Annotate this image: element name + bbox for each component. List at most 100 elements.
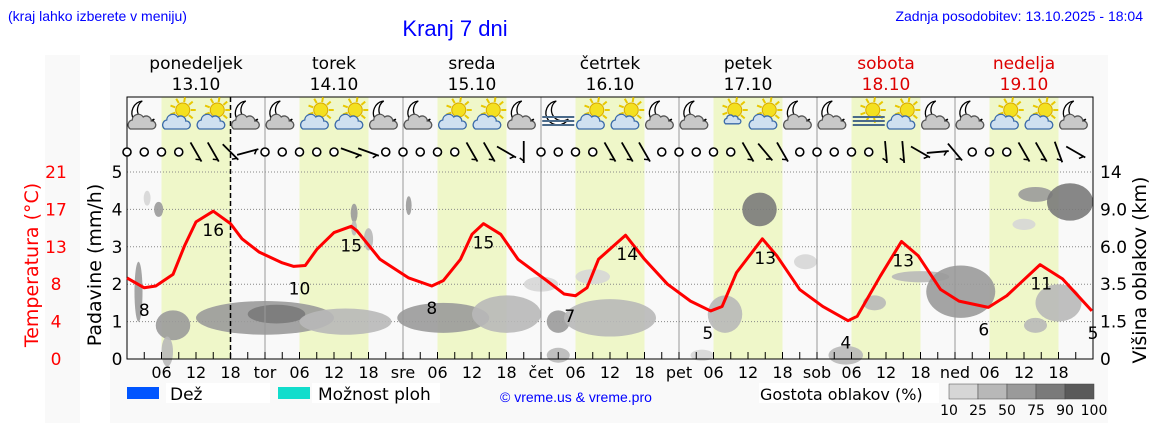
sun-ray: [480, 104, 487, 109]
sun-shape: [899, 102, 915, 118]
cloud-height-axis-title: Višina oblakov (km): [1129, 177, 1151, 364]
sun-shape: [175, 102, 191, 118]
cloud-blob: [1012, 218, 1036, 230]
cloud-blob: [926, 265, 996, 318]
day-date: 13.10: [172, 75, 221, 95]
cloud-height-tick-label: 6.0: [1100, 238, 1127, 258]
sun-cloud-icon: [1024, 97, 1059, 130]
barb-staff: [757, 142, 774, 162]
temp-tick-label: 21: [45, 163, 67, 183]
barb-tick: [1023, 158, 1029, 161]
hour-label: 18: [220, 363, 240, 382]
moon-cloud-icon: [817, 100, 847, 130]
hour-label: 06: [841, 363, 861, 382]
temperature-label: 8: [426, 299, 437, 319]
hour-label: 06: [703, 363, 723, 382]
sun-ray: [740, 100, 746, 106]
cloud-shape: [921, 113, 950, 130]
sun-ray: [493, 97, 497, 103]
density-tick-label: 100: [1081, 403, 1108, 419]
hour-label: 12: [1014, 363, 1034, 382]
precipitation-axis-title: Padavine (mm/h): [84, 184, 106, 347]
sun-cloud-icon: [748, 97, 783, 130]
density-swatch: [1006, 383, 1037, 400]
calm-wind-icon: [846, 147, 857, 157]
wind-barb-icon: [947, 142, 963, 162]
cloud-shape: [334, 113, 364, 130]
cloud-shape: [300, 113, 329, 130]
cloud-shape: [162, 113, 191, 130]
sun-ray: [1050, 114, 1056, 120]
barb-staff: [496, 145, 517, 159]
sun-cloud-icon: [334, 97, 369, 130]
wind-barb-icon: [926, 150, 949, 156]
cloud-shape: [127, 113, 157, 130]
hour-label: 06: [427, 363, 447, 382]
barb-staff: [910, 145, 931, 159]
density-swatch: [977, 383, 1008, 400]
calm-wind-icon: [398, 147, 408, 157]
sun-cloud-icon: [472, 97, 507, 130]
cloud-height-tick-label: 0: [1100, 350, 1111, 370]
sun-ray: [326, 100, 332, 106]
wind-barb-icon: [1053, 141, 1064, 163]
sun-ray: [175, 98, 180, 104]
temperature-label: 5: [702, 324, 713, 344]
sun-ray: [761, 98, 767, 104]
cloud-shape: [817, 113, 847, 130]
sun-shape: [1003, 102, 1019, 118]
calm-wind-icon: [984, 147, 995, 157]
cloud-height-tick-label: 9.0: [1100, 200, 1127, 220]
cloud-blob: [742, 192, 777, 227]
temperature-label: 16: [202, 221, 224, 241]
day-name: torek: [312, 54, 356, 74]
sun-shape: [451, 102, 467, 118]
barb-staff: [206, 142, 220, 162]
temperature-label: 11: [1030, 275, 1052, 295]
barb-tick: [882, 157, 888, 162]
barb-tick: [643, 158, 650, 161]
sun-ray: [459, 97, 462, 103]
calm-wind-icon: [587, 147, 598, 157]
barb-staff: [465, 142, 479, 162]
sun-ray: [188, 100, 194, 106]
sun-ray: [222, 114, 228, 120]
cloud-density-label: Gostota oblakov (%): [760, 385, 923, 404]
barb-staff: [603, 142, 617, 162]
cloud-blob: [794, 254, 817, 270]
density-tick-label: 75: [1027, 403, 1045, 419]
barb-tick: [1056, 158, 1062, 162]
cloud-blob: [155, 310, 191, 341]
sun-ray: [860, 104, 866, 109]
menu-hint[interactable]: (kraj lahko izberete v meniju): [8, 8, 187, 24]
sun-ray: [912, 114, 918, 120]
moon-cloud-icon: [783, 100, 812, 130]
cloud-shape: [610, 113, 640, 130]
temperature-label: 10: [289, 279, 311, 299]
sun-ray: [860, 111, 866, 116]
sun-ray: [360, 100, 366, 106]
precip-tick-label: 1: [112, 313, 123, 333]
left-axis-panel: [45, 55, 80, 423]
temp-tick-label: 0: [51, 350, 62, 370]
calm-wind-icon: [122, 147, 132, 157]
day-date: 17.10: [724, 75, 773, 95]
sun-ray: [1050, 100, 1056, 106]
cloud-shape: [723, 114, 742, 125]
copyright-link[interactable]: © vreme.us & vreme.pro: [500, 389, 652, 405]
sun-cloud-icon: [990, 97, 1024, 130]
sun-ray: [584, 104, 590, 109]
day-date: 18.10: [862, 75, 911, 95]
cloud-height-tick-label: 1.5: [1100, 313, 1127, 333]
sun-ray: [636, 100, 642, 106]
cloud-blob: [472, 295, 541, 333]
density-swatch: [948, 383, 979, 400]
cloud-height-tick-label: 3.5: [1100, 275, 1127, 295]
cloud-blob: [1018, 186, 1053, 202]
cloud-shape: [955, 113, 985, 130]
sun-shape: [347, 102, 363, 118]
sun-ray: [1016, 100, 1022, 106]
sun-ray: [321, 97, 324, 103]
wind-barb-icon: [189, 142, 203, 162]
calm-wind-icon: [449, 147, 460, 157]
